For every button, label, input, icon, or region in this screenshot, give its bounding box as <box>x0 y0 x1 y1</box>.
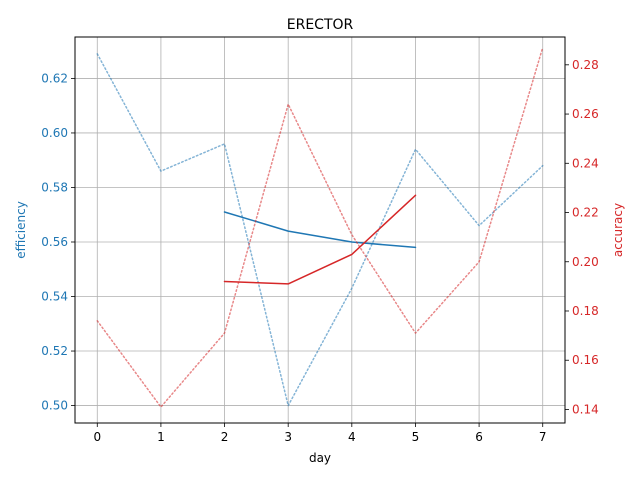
series-line-accuracy-dotted <box>96 46 544 408</box>
y-axis-right-label: accuracy <box>611 203 625 257</box>
x-tick-label: 2 <box>221 430 229 444</box>
x-tick-label: 5 <box>412 430 420 444</box>
plot-frame <box>74 36 566 424</box>
y-axis-right: 0.14 0.16 0.18 0.20 0.22 0.24 0.26 0.28 <box>565 58 599 416</box>
chart-title: ERECTOR <box>287 17 354 33</box>
x-axis: 0 1 2 3 4 5 6 7 <box>93 423 547 444</box>
y-right-tick-label: 0.14 <box>572 402 599 416</box>
series-layer <box>96 46 544 408</box>
y-right-tick-label: 0.16 <box>572 353 599 367</box>
y-left-tick-label: 0.50 <box>41 399 68 413</box>
y-right-tick-label: 0.24 <box>572 156 599 170</box>
series-line-efficiency-dotted <box>96 53 544 407</box>
series-line-accuracy-solid <box>223 194 417 285</box>
y-axis-left: 0.50 0.52 0.54 0.56 0.58 0.60 0.62 <box>41 71 75 413</box>
x-tick-label: 4 <box>348 430 356 444</box>
y-right-tick-label: 0.26 <box>572 107 599 121</box>
x-tick-label: 3 <box>284 430 292 444</box>
x-tick-label: 1 <box>157 430 165 444</box>
y-left-tick-label: 0.62 <box>41 71 68 85</box>
y-right-tick-label: 0.28 <box>572 58 599 72</box>
y-left-tick-label: 0.56 <box>41 235 68 249</box>
y-left-tick-label: 0.52 <box>41 344 68 358</box>
x-tick-label: 0 <box>93 430 101 444</box>
y-right-tick-label: 0.20 <box>572 255 599 269</box>
y-right-tick-label: 0.18 <box>572 304 599 318</box>
x-axis-label: day <box>309 451 331 465</box>
series-line-efficiency-solid <box>223 211 417 249</box>
x-tick-label: 6 <box>475 430 483 444</box>
grid <box>75 37 565 423</box>
x-tick-label: 7 <box>539 430 547 444</box>
y-left-tick-label: 0.54 <box>41 290 68 304</box>
y-axis-left-label: efficiency <box>14 201 28 259</box>
y-left-tick-label: 0.60 <box>41 126 68 140</box>
y-right-tick-label: 0.22 <box>572 206 599 220</box>
y-left-tick-label: 0.58 <box>41 180 68 194</box>
